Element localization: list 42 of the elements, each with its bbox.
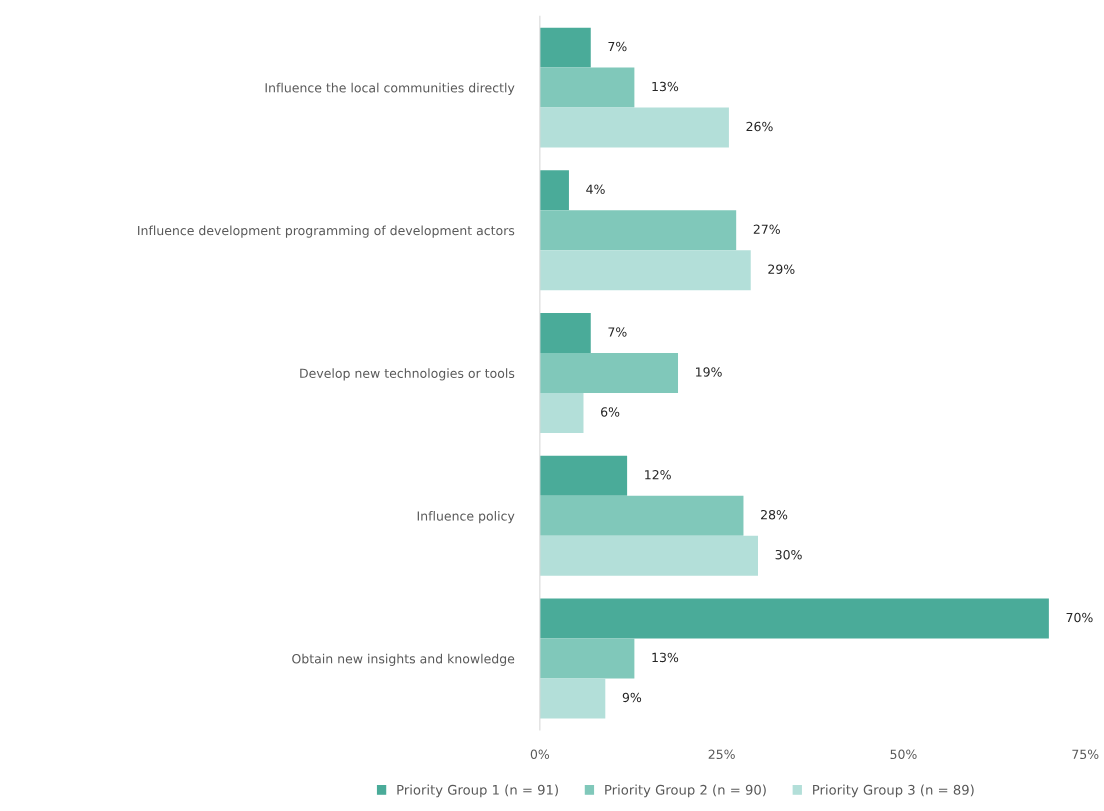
- data-label: 13%: [652, 81, 679, 92]
- data-label: 19%: [696, 367, 722, 377]
- legend-label: Priority Group 2 (n = 90): [605, 784, 766, 798]
- x-tick-label: 0%: [530, 749, 550, 760]
- bar: [539, 393, 584, 434]
- bar: [539, 313, 591, 354]
- x-tick-label: 25%: [708, 749, 735, 760]
- bar: [539, 170, 569, 211]
- y-tick-label: Influence the local communities directly: [265, 82, 515, 95]
- data-label: 29%: [768, 264, 795, 274]
- y-tick-label: Develop new technologies or tools: [300, 368, 515, 381]
- bar: [539, 638, 635, 679]
- bar: [539, 455, 628, 496]
- bar: [539, 250, 751, 291]
- bar: [539, 107, 729, 148]
- data-label: 26%: [746, 121, 773, 132]
- bar: [539, 210, 737, 251]
- y-tick-label: Influence policy: [417, 511, 515, 524]
- x-tick-label: 50%: [890, 749, 917, 760]
- x-tick-label: 75%: [1072, 749, 1099, 760]
- data-label: 13%: [652, 652, 679, 663]
- legend-label: Priority Group 3 (n = 89): [813, 784, 974, 798]
- bar: [539, 27, 591, 68]
- bar: [539, 598, 1049, 639]
- data-label: 7%: [608, 41, 627, 52]
- y-tick-label: Influence development programming of development actors: [138, 225, 515, 238]
- bar: [539, 535, 759, 576]
- bar: [539, 678, 606, 719]
- data-label: 6%: [601, 407, 620, 417]
- bar: [539, 67, 635, 108]
- data-label: 70%: [1066, 612, 1093, 623]
- bar: [539, 495, 744, 536]
- data-label: 30%: [775, 549, 802, 560]
- data-label: 4%: [586, 184, 605, 194]
- data-label: 9%: [622, 692, 642, 703]
- data-label: 12%: [645, 470, 671, 480]
- y-tick-label: Obtain new insights and knowledge: [292, 653, 515, 666]
- legend-label: Priority Group 1 (n = 91): [397, 784, 558, 798]
- bar: [539, 353, 679, 394]
- data-label: 28%: [761, 509, 788, 520]
- data-label: 27%: [753, 224, 780, 234]
- data-label: 7%: [608, 327, 627, 337]
